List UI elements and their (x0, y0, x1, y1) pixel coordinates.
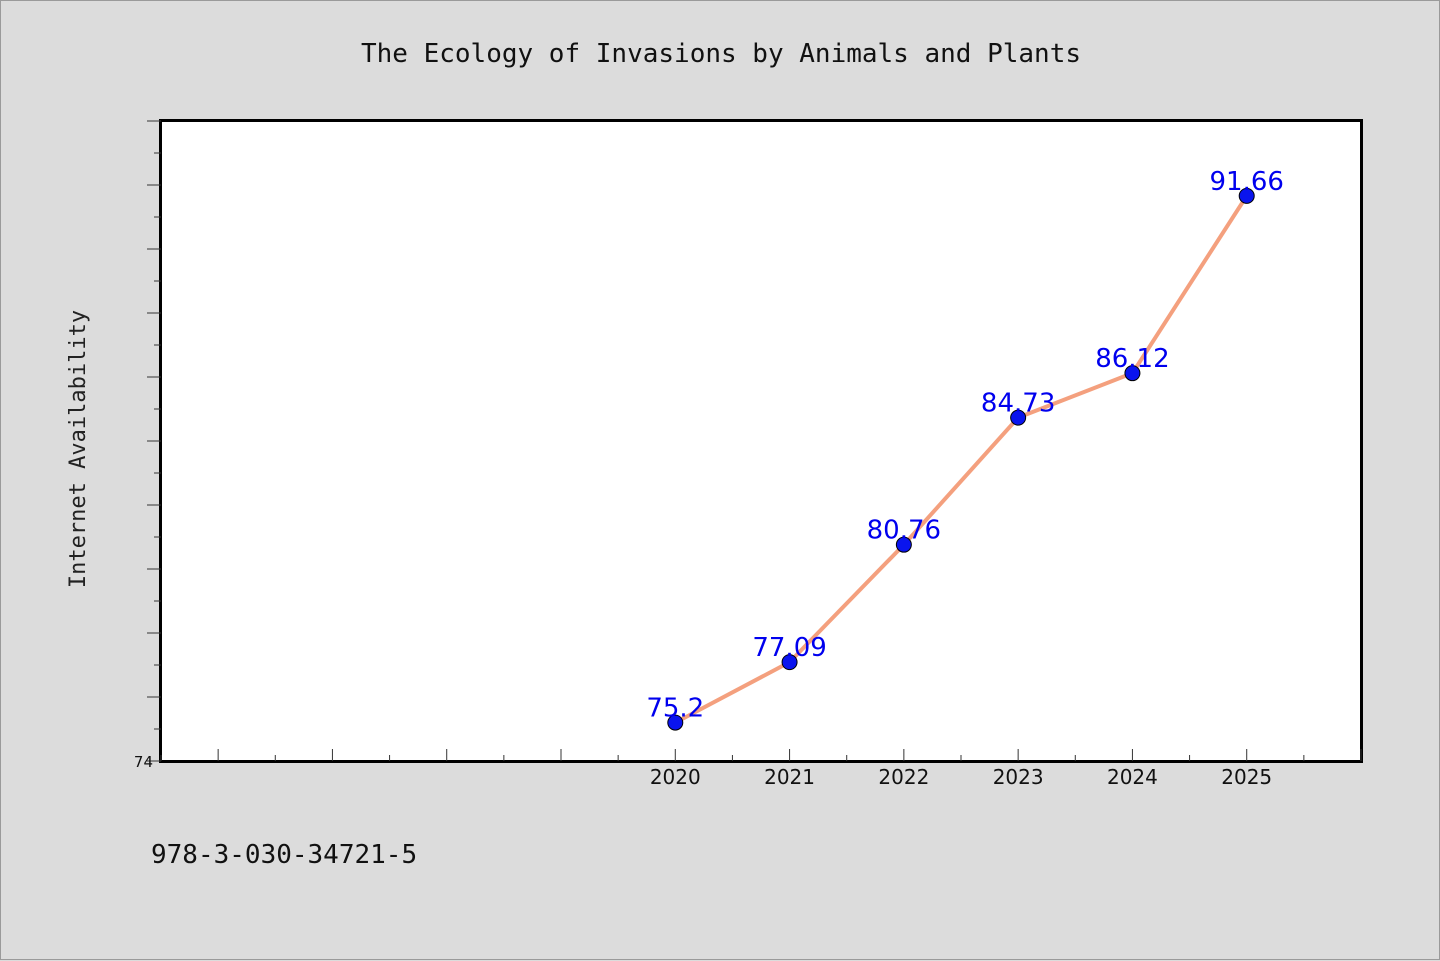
data-label: 77.09 (752, 633, 826, 663)
data-point (895, 536, 912, 553)
data-label: 86.12 (1095, 344, 1169, 374)
data-labels: 75.2 77.09 80.76 84.73 86.12 91.66 (646, 167, 1284, 724)
x-tick-label: 2021 (764, 765, 815, 789)
data-point (781, 654, 798, 671)
data-label: 84.73 (981, 389, 1055, 419)
x-tick-label: 2022 (878, 765, 929, 789)
x-axis: 2020 2021 2022 2023 2024 2025 (160, 749, 1362, 789)
data-label: 80.76 (867, 516, 941, 546)
x-tick-label: 2020 (650, 765, 701, 789)
series (667, 187, 1255, 731)
plot-area (159, 119, 1363, 763)
data-point (1124, 365, 1141, 382)
chart-title: The Ecology of Invasions by Animals and … (361, 39, 1081, 69)
data-point (1010, 409, 1027, 426)
data-label: 91.66 (1209, 167, 1283, 197)
data-point (1238, 187, 1255, 204)
data-point (667, 714, 684, 731)
x-tick-label: 2024 (1107, 765, 1158, 789)
series-line (674, 194, 1249, 725)
data-label: 75.2 (646, 694, 704, 724)
isbn-footer: 978-3-030-34721-5 (151, 840, 417, 870)
y-axis: 74 (134, 120, 161, 771)
y-axis-title: Internet Availability (66, 310, 91, 588)
x-tick-label: 2023 (993, 765, 1044, 789)
y-tick-label: 74 (134, 753, 153, 771)
x-tick-label: 2025 (1221, 765, 1272, 789)
